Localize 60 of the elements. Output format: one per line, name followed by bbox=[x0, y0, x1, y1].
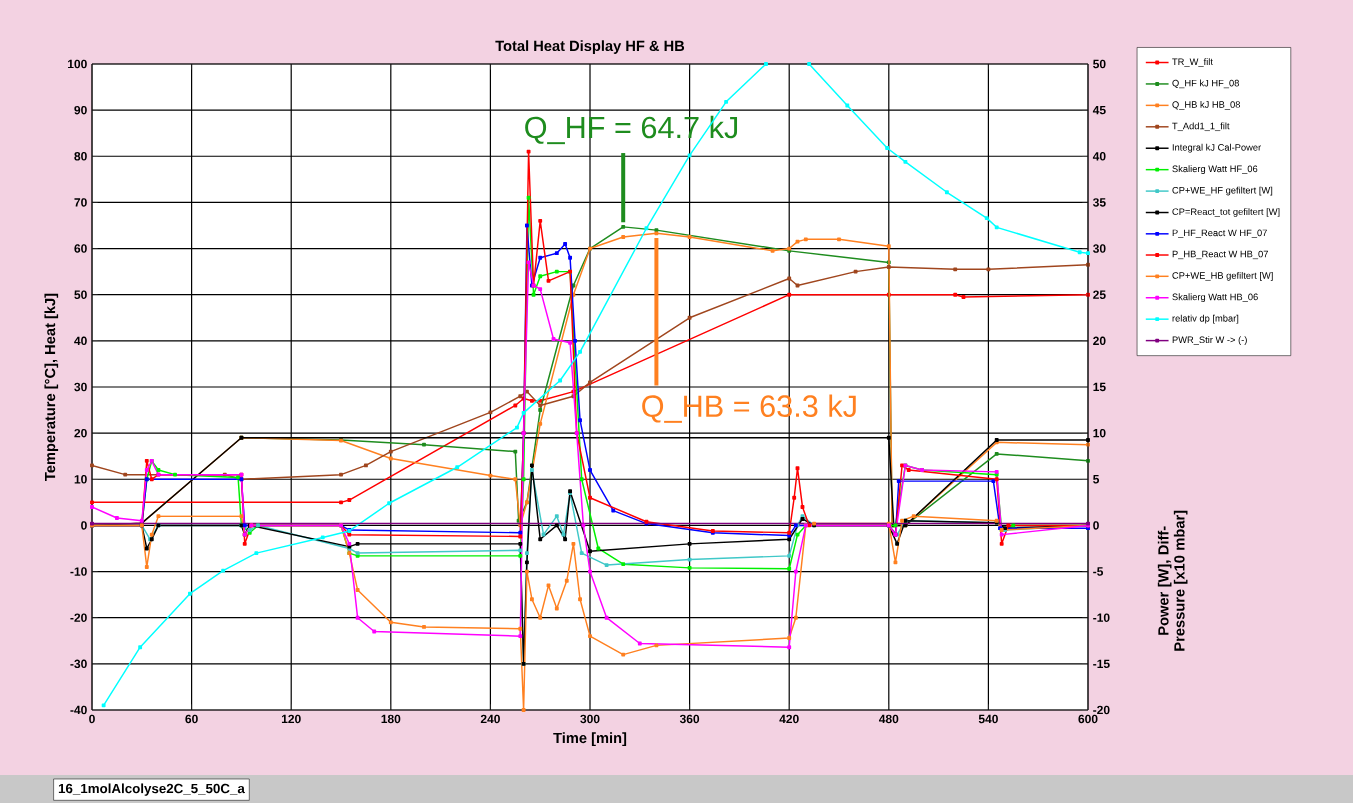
y-tick-label: 90 bbox=[74, 105, 87, 115]
x-tick-label: 60 bbox=[185, 714, 198, 724]
y-tick-label: 10 bbox=[74, 475, 87, 484]
legend-label: Integral kJ Cal-Power bbox=[1172, 143, 1261, 153]
y-tick-label: 100 bbox=[68, 59, 87, 69]
legend-label: TR_W_filt bbox=[1172, 58, 1213, 67]
y2-tick-label: -10 bbox=[1093, 613, 1110, 622]
x-axis-title: Time [min] bbox=[553, 732, 627, 747]
y2-tick-label: 0 bbox=[1093, 521, 1099, 530]
x-tick-label: 600 bbox=[1078, 714, 1098, 724]
text: 16_1molAlcolyse2C_5_50C_a bbox=[58, 783, 245, 796]
y2-tick-label: 10 bbox=[1093, 428, 1106, 438]
y-tick-label: 0 bbox=[81, 521, 87, 530]
y2-tick-label: 15 bbox=[1093, 382, 1106, 392]
x-tick-label: 480 bbox=[878, 714, 899, 724]
legend-label: Skalierg Watt HF_06 bbox=[1172, 165, 1258, 174]
y-tick-label: -20 bbox=[70, 613, 87, 622]
legend-label: P_HF_React W HF_07 bbox=[1172, 229, 1267, 238]
legend-label: CP+WE_HF gefiltert [W] bbox=[1172, 186, 1273, 196]
legend-label: Q_HF kJ HF_08 bbox=[1172, 79, 1239, 89]
x-tick-label: 240 bbox=[480, 714, 500, 724]
x-tick-label: 540 bbox=[978, 714, 998, 724]
legend-label: PWR_Stir W -> (-) bbox=[1172, 336, 1247, 345]
y2-tick-label: -5 bbox=[1093, 567, 1104, 576]
x-tick-label: 300 bbox=[580, 714, 600, 724]
y2-axis-title: Power [W], Diff-Pressure [x10 mbar] bbox=[1157, 510, 1188, 651]
x-tick-label: 120 bbox=[281, 714, 301, 724]
y-tick-label: 60 bbox=[74, 244, 87, 253]
legend-label: relativ dp [mbar] bbox=[1172, 314, 1239, 324]
y-tick-label: 30 bbox=[74, 382, 87, 392]
y2-tick-label: 5 bbox=[1093, 475, 1100, 484]
y2-tick-label: 50 bbox=[1093, 59, 1106, 69]
chart-title: Total Heat Display HF & HB bbox=[495, 40, 685, 54]
y-tick-label: -40 bbox=[70, 705, 87, 715]
legend-label: P_HB_React W HB_07 bbox=[1172, 250, 1268, 260]
legend-label: CP=React_tot gefiltert [W] bbox=[1172, 208, 1280, 217]
y-tick-label: 80 bbox=[74, 152, 87, 161]
y-tick-label: 20 bbox=[74, 428, 87, 438]
y-tick-label: 50 bbox=[74, 290, 87, 299]
x-tick-label: 360 bbox=[679, 714, 700, 724]
x-tick-label: 420 bbox=[779, 714, 799, 724]
y2-tick-label: 30 bbox=[1092, 244, 1106, 253]
legend-label: CP+WE_HB gefiltert [W] bbox=[1172, 271, 1273, 281]
y2-tick-label: 20 bbox=[1093, 336, 1106, 346]
y2-tick-label: -20 bbox=[1093, 705, 1110, 715]
y2-tick-label: 45 bbox=[1092, 105, 1106, 115]
y2-tick-label: 40 bbox=[1092, 152, 1106, 161]
x-tick-label: 180 bbox=[381, 714, 401, 724]
legend-label: Skalierg Watt HB_06 bbox=[1172, 293, 1258, 303]
y-tick-label: 70 bbox=[74, 198, 87, 207]
legend-label: Q_HB kJ HB_08 bbox=[1172, 101, 1241, 110]
y2-tick-label: 25 bbox=[1093, 290, 1106, 299]
y-axis-title: Temperature [°C], Heat [kJ] bbox=[44, 293, 59, 481]
y2-tick-label: 35 bbox=[1092, 198, 1106, 207]
y-tick-label: -30 bbox=[70, 659, 87, 669]
y-tick-label: 40 bbox=[74, 336, 87, 346]
x-tick-label: 0 bbox=[89, 714, 95, 724]
y2-tick-label: -15 bbox=[1093, 659, 1110, 669]
y-tick-label: -10 bbox=[70, 567, 87, 576]
legend-label: T_Add1_1_filt bbox=[1172, 122, 1230, 132]
